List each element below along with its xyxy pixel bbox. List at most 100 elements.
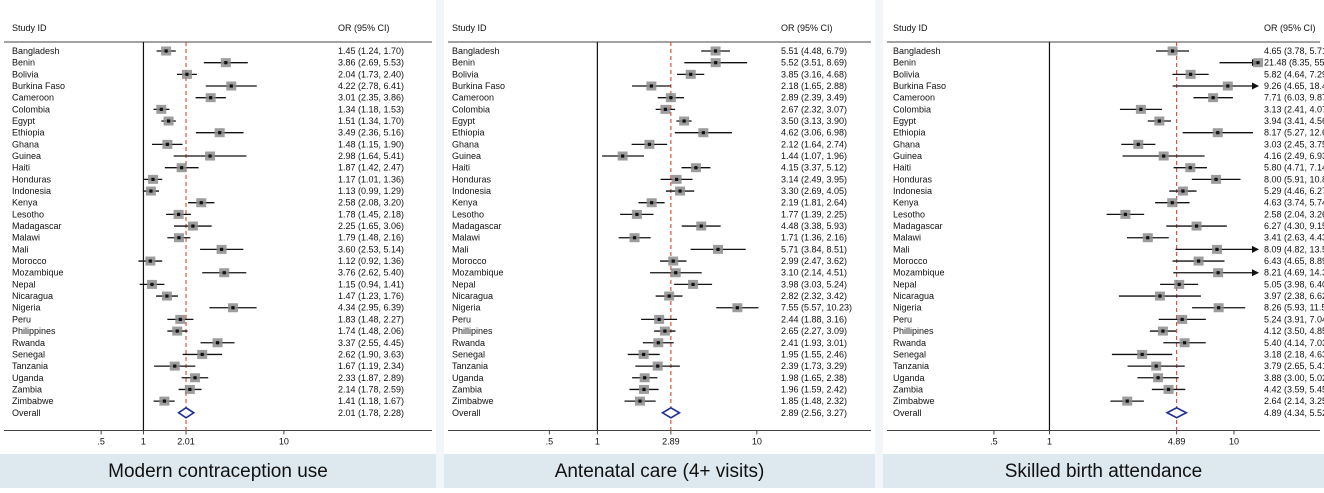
overall-diamond <box>1165 406 1189 419</box>
or-ci-label: 2.62 (1.90, 3.63) <box>338 349 404 359</box>
or-ci-label: 5.40 (4.14, 7.03) <box>1264 338 1324 348</box>
point-estimate <box>1136 142 1140 146</box>
overall-label: Overall <box>452 408 481 418</box>
study-label: Egypt <box>12 116 36 126</box>
point-estimate <box>180 166 184 170</box>
x-tick-label: 1 <box>141 436 146 446</box>
or-ci-label: 1.77 (1.39, 2.25) <box>781 209 847 219</box>
or-ci-label: 4.34 (2.95, 6.39) <box>338 303 404 313</box>
study-label: Nicaragua <box>12 291 53 301</box>
caption-band-1 <box>0 454 436 488</box>
panel-caption-1: Modern contraception use <box>108 461 328 482</box>
point-estimate <box>1140 352 1144 357</box>
or-ci-label: 8.17 (5.27, 12.68) <box>1264 128 1324 138</box>
or-ci-label: 3.37 (2.55, 4.45) <box>338 338 404 348</box>
point-estimate <box>199 201 203 205</box>
or-ci-label: 3.14 (2.49, 3.95) <box>781 174 847 184</box>
study-label: Cameroon <box>12 93 54 103</box>
or-ci-label: 3.76 (2.62, 5.40) <box>338 268 404 278</box>
or-ci-label: 4.65 (3.78, 5.71) <box>1264 46 1324 56</box>
point-estimate <box>162 399 167 403</box>
or-ci-label: 1.15 (0.94, 1.41) <box>338 279 404 289</box>
point-estimate <box>689 72 693 76</box>
or-ci-label: 1.74 (1.48, 2.06) <box>338 326 404 336</box>
point-estimate <box>1214 177 1218 181</box>
or-ci-label: 1.87 (1.42, 2.47) <box>338 163 404 173</box>
point-estimate <box>1216 271 1220 275</box>
panel-caption-2: Antenatal care (4+ visits) <box>554 461 765 482</box>
study-label: Ethiopia <box>893 128 926 138</box>
or-ci-label: 2.25 (1.65, 3.06) <box>338 221 404 231</box>
study-label: Mozambique <box>893 268 945 278</box>
caption-band-2 <box>444 454 875 488</box>
point-estimate <box>1188 72 1193 76</box>
point-estimate <box>699 224 703 228</box>
point-estimate <box>713 49 718 53</box>
study-label: Philippines <box>12 326 56 336</box>
overall-or-ci-label: 4.89 (4.34, 5.52) <box>1264 408 1324 418</box>
or-ci-label: 6.27 (4.30, 9.15) <box>1264 221 1324 231</box>
study-label: Bolivia <box>452 69 479 79</box>
column-header-or: OR (95% CI) <box>1264 23 1316 33</box>
or-ci-label: 1.95 (1.55, 2.46) <box>781 349 847 359</box>
study-label: Zimbabwe <box>452 396 494 406</box>
study-label: Lesotho <box>12 209 44 219</box>
study-label: Morocco <box>452 256 487 266</box>
column-header-study: Study ID <box>893 23 928 33</box>
or-ci-label: 2.82 (2.32, 3.42) <box>781 291 847 301</box>
column-header-or: OR (95% CI) <box>338 23 390 33</box>
study-label: Bolivia <box>893 69 920 79</box>
study-label: Burkina Faso <box>452 81 505 91</box>
or-ci-label: 6.43 (4.65, 8.89) <box>1264 256 1324 266</box>
or-ci-label: 4.16 (2.49, 6.93) <box>1264 151 1324 161</box>
x-tick-label: .5 <box>546 436 554 446</box>
point-estimate <box>671 259 675 263</box>
point-estimate <box>657 317 661 322</box>
or-ci-label: 4.63 (3.74, 5.74) <box>1264 198 1324 208</box>
point-estimate <box>650 201 654 205</box>
point-estimate <box>177 212 181 216</box>
or-ci-label: 3.30 (2.69, 4.05) <box>781 186 847 196</box>
study-label: Nigeria <box>12 303 41 313</box>
forest-plot-2: Study ID OR (95% CI) .5 1 2.89 10 Bangladesh 5.… <box>448 23 871 446</box>
study-label: Zimbabwe <box>893 396 935 406</box>
point-estimate <box>635 212 639 216</box>
point-estimate <box>1139 107 1143 111</box>
column-header-study: Study ID <box>12 23 47 33</box>
or-ci-label: 1.48 (1.15, 1.90) <box>338 139 404 149</box>
point-estimate <box>148 259 152 263</box>
study-label: Madagascar <box>12 221 62 231</box>
or-ci-label: 3.41 (2.63, 4.43) <box>1264 233 1324 243</box>
point-estimate <box>1216 131 1220 135</box>
point-estimate <box>663 329 667 333</box>
overall-label: Overall <box>893 408 922 418</box>
or-ci-label: 2.41 (1.93, 3.01) <box>781 338 847 348</box>
ci-arrow <box>1252 245 1259 253</box>
overall-diamond <box>660 406 682 419</box>
point-estimate <box>691 282 695 286</box>
or-ci-label: 5.24 (3.91, 7.04) <box>1264 314 1324 324</box>
point-estimate <box>1196 259 1201 263</box>
study-label: Colombia <box>452 104 490 114</box>
study-label: Egypt <box>893 116 917 126</box>
point-estimate <box>1182 341 1187 345</box>
study-label: Haiti <box>12 163 30 173</box>
point-estimate <box>175 329 179 333</box>
study-label: Senegal <box>893 349 926 359</box>
x-tick-label: 1 <box>595 436 600 446</box>
study-label: Uganda <box>893 373 925 383</box>
study-label: Haiti <box>452 163 470 173</box>
study-label: Indonesia <box>452 186 491 196</box>
point-estimate <box>667 294 671 298</box>
or-ci-label: 3.49 (2.36, 5.16) <box>338 128 404 138</box>
point-estimate <box>165 294 169 298</box>
point-estimate <box>224 61 228 65</box>
point-estimate <box>669 96 673 100</box>
study-label: Nepal <box>452 279 476 289</box>
x-tick-label: 10 <box>279 436 289 446</box>
or-ci-label: 2.64 (2.14, 3.25) <box>1264 396 1324 406</box>
study-label: Zambia <box>12 384 42 394</box>
x-tick-label: 1 <box>1047 436 1052 446</box>
point-estimate <box>178 317 182 322</box>
or-ci-label: 1.98 (1.65, 2.38) <box>781 373 847 383</box>
